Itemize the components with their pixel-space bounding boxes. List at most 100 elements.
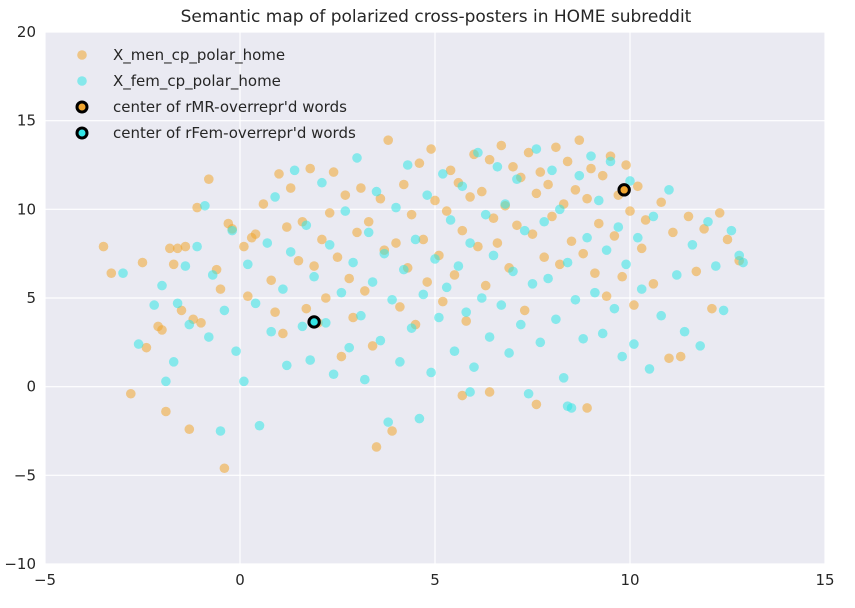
scatter-point-0 [582,193,592,204]
center-point-3 [307,315,321,329]
scatter-point-0 [309,261,319,271]
x-tick-label: 5 [430,571,440,589]
scatter-point-1 [590,287,600,298]
legend-label: X_fem_cp_polar_home [113,72,281,91]
scatter-point-1 [445,215,456,225]
scatter-point-0 [438,296,448,307]
scatter-point-0 [473,241,483,252]
scatter-point-0 [204,174,214,184]
scatter-point-0 [219,463,230,474]
legend-marker [77,50,87,60]
scatter-point-0 [570,185,581,195]
scatter-point-1 [562,257,573,268]
data-points [98,135,748,474]
scatter-point-0 [566,236,577,247]
scatter-point-1 [574,170,585,181]
scatter-point-0 [168,259,179,270]
scatter-point-1 [239,376,249,387]
scatter-point-0 [406,209,417,220]
scatter-point-0 [531,399,542,410]
scatter-point-1 [597,328,608,339]
scatter-point-0 [285,183,296,193]
scatter-point-1 [410,234,421,245]
scatter-point-1 [465,387,475,397]
scatter-point-0 [430,195,440,206]
scatter-point-1 [516,319,526,330]
scatter-point-1 [562,401,573,411]
scatter-point-0 [243,291,253,302]
y-tick-label: 20 [17,23,36,41]
scatter-point-1 [457,181,468,192]
scatter-point-0 [340,190,351,200]
scatter-point-1 [570,294,581,305]
scatter-point-0 [547,211,557,222]
legend: X_men_cp_polar_home X_fem_cp_polar_homece… [75,46,356,142]
scatter-point-0 [640,215,651,225]
scatter-point-0 [586,163,596,174]
scatter-point-1 [519,225,530,236]
scatter-point-1 [149,300,159,310]
scatter-point-1 [184,319,195,330]
scatter-point-1 [266,326,277,337]
scatter-point-0 [356,183,366,193]
scatter-point-1 [324,240,335,250]
scatter-point-0 [508,161,518,172]
scatter-point-0 [161,406,171,417]
scatter-point-1 [418,289,429,300]
scatter-point-1 [703,216,713,227]
scatter-point-1 [539,216,549,227]
scatter-point-1 [555,204,565,215]
scatter-point-1 [504,348,514,358]
scatter-point-0 [449,270,460,280]
scatter-point-0 [636,243,647,254]
y-tick-label: 10 [17,200,36,218]
scatter-point-0 [441,206,452,216]
scatter-point-1 [488,250,499,261]
scatter-point-1 [613,222,624,232]
scatter-point-1 [547,165,557,176]
scatter-point-1 [157,280,167,291]
legend-marker [75,126,89,140]
scatter-point-1 [679,326,690,337]
scatter-point-1 [461,307,472,317]
scatter-point-1 [492,161,503,172]
scatter-point-1 [383,417,394,427]
scatter-point-0 [137,257,148,268]
scatter-point-0 [172,243,183,254]
scatter-point-0 [574,135,585,145]
scatter-point-0 [496,140,507,151]
scatter-point-1 [438,169,448,179]
scatter-point-1 [586,151,596,161]
grid-lines [44,31,826,565]
scatter-point-1 [449,346,460,357]
scatter-point-1 [465,238,475,248]
scatter-point-0 [180,241,191,252]
scatter-point-0 [656,197,666,208]
x-tick-label: 0 [235,571,245,589]
scatter-point-0 [477,186,487,197]
scatter-point-1 [363,227,374,238]
legend-marker [75,100,89,114]
scatter-point-1 [336,287,347,298]
scatter-point-0 [426,144,436,154]
scatter-point-0 [664,353,674,364]
scatter-point-1 [453,261,464,271]
legend-marker [77,76,87,86]
legend-label: X_men_cp_polar_home [113,46,285,65]
scatter-point-1 [648,211,659,222]
scatter-point-1 [395,357,405,367]
scatter-point-0 [594,218,604,229]
scatter-point-0 [488,213,499,223]
scatter-point-1 [297,321,308,332]
scatter-point-1 [133,339,144,349]
scatter-point-1 [270,192,280,202]
scatter-point-1 [278,284,288,294]
scatter-point-1 [738,257,748,268]
y-tick-label: −5 [14,466,36,484]
scatter-point-0 [707,303,717,314]
scatter-point-0 [625,206,635,216]
scatter-point-0 [215,284,226,294]
scatter-point-1 [582,232,592,243]
scatter-point-0 [395,302,405,312]
scatter-point-1 [601,245,612,255]
